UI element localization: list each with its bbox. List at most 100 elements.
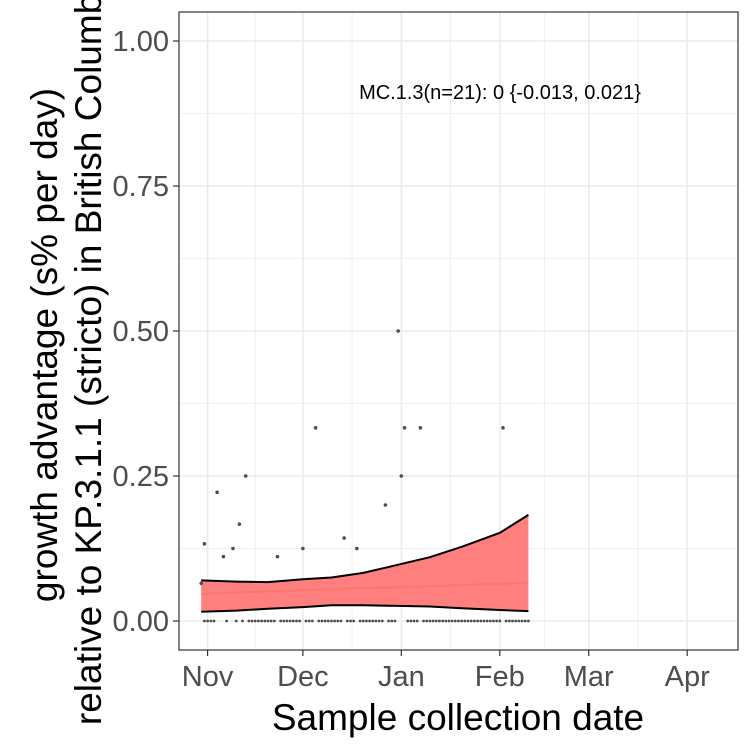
confidence-ribbon [201,514,529,613]
data-point-zero [257,619,260,623]
data-point [402,426,407,430]
data-point-zero [330,619,333,623]
data-point-zero [463,619,467,623]
data-point-zero [295,619,298,623]
y-tick-label: 0.75 [113,171,169,203]
data-point [383,503,388,507]
data-point-zero [358,619,362,623]
data-point [501,426,505,430]
data-point-zero [349,619,352,623]
data-point [301,546,305,551]
data-point-zero [241,619,244,623]
data-point-zero [393,619,397,623]
data-point-zero [520,619,524,623]
data-point [313,426,318,430]
data-point [202,542,207,546]
data-point-zero [447,619,451,623]
data-point-zero [263,619,267,623]
data-point-zero [247,619,251,623]
data-point-zero [422,619,425,623]
data-point-zero [206,619,209,623]
data-point [237,522,242,526]
data-point [355,546,359,551]
x-tick-label: Apr [665,661,710,693]
data-point-zero [371,619,375,623]
data-point-zero [517,619,521,623]
data-point-zero [225,619,229,623]
y-axis-title-line-1: growth advantage (s% per day) [24,88,65,602]
data-point-zero [361,619,365,623]
data-point [396,329,400,333]
data-point-zero [507,619,511,623]
y-axis-ticks: 0.00 0.25 0.50 0.75 1.00 [113,26,179,638]
data-point-zero [253,619,257,623]
data-point-zero [291,619,295,623]
data-point-zero [492,619,495,623]
data-point-zero [212,619,216,623]
data-point-zero [431,619,435,623]
ribbon-area [201,514,529,612]
data-point-zero [374,619,378,623]
data-point-zero [428,619,432,623]
fit-line [201,581,529,595]
y-tick-label: 0.25 [113,461,169,493]
data-point [275,554,280,559]
data-point-zero [406,619,410,623]
data-point-zero [453,619,457,623]
x-tick-label: Feb [475,661,525,693]
data-point-zero [434,619,438,623]
fit-annotation: MC.1.3(n=21): 0 {-0.013, 0.021} [359,82,641,104]
data-point-zero [368,619,371,623]
data-point-zero [304,619,308,623]
data-point-zero [466,619,470,623]
data-point-zero [260,619,263,623]
data-point-zero [310,619,314,623]
data-point-zero [425,619,429,623]
data-point-zero [479,619,483,623]
data-point-zero [282,619,286,623]
data-point-zero [317,619,321,623]
data-point-zero [336,619,340,623]
data-point-zero [469,619,473,623]
data-point-zero [460,619,464,623]
data-point-zero [323,619,327,623]
data-point-zero [298,619,302,623]
x-tick-label: Mar [564,661,614,693]
data-point-zero [485,619,489,623]
x-tick-label: Dec [277,661,329,693]
data-point-zero [307,619,311,623]
data-point-zero [438,619,441,623]
data-point-zero [326,619,330,623]
data-point-zero [444,619,448,623]
data-point-zero [523,619,527,623]
data-point-zero [269,619,273,623]
data-point-zero [412,619,416,623]
y-tick-label: 0.00 [113,606,169,638]
data-point-zero [504,619,508,623]
data-point-zero [415,619,419,623]
x-axis-title: Sample collection date [272,697,644,738]
data-point-zero [495,619,499,623]
ribbon-lower-edge [201,604,529,613]
data-point-zero [288,619,292,623]
data-point-zero [345,619,349,623]
data-points [199,329,530,623]
data-point [342,536,346,540]
data-point [199,581,204,586]
data-point [243,474,248,478]
data-point-zero [364,619,368,623]
data-point-zero [339,619,343,623]
data-point-zero [409,619,413,623]
data-point-zero [285,619,289,623]
data-point-zero [488,619,492,623]
data-point-zero [272,619,276,623]
data-point-zero [472,619,476,623]
data-point-zero [476,619,479,623]
data-point-zero [209,619,213,623]
data-point-zero [333,619,337,623]
data-point-zero [498,619,502,623]
data-point [399,474,404,478]
data-point-zero [203,619,206,623]
data-point-zero [266,619,270,623]
